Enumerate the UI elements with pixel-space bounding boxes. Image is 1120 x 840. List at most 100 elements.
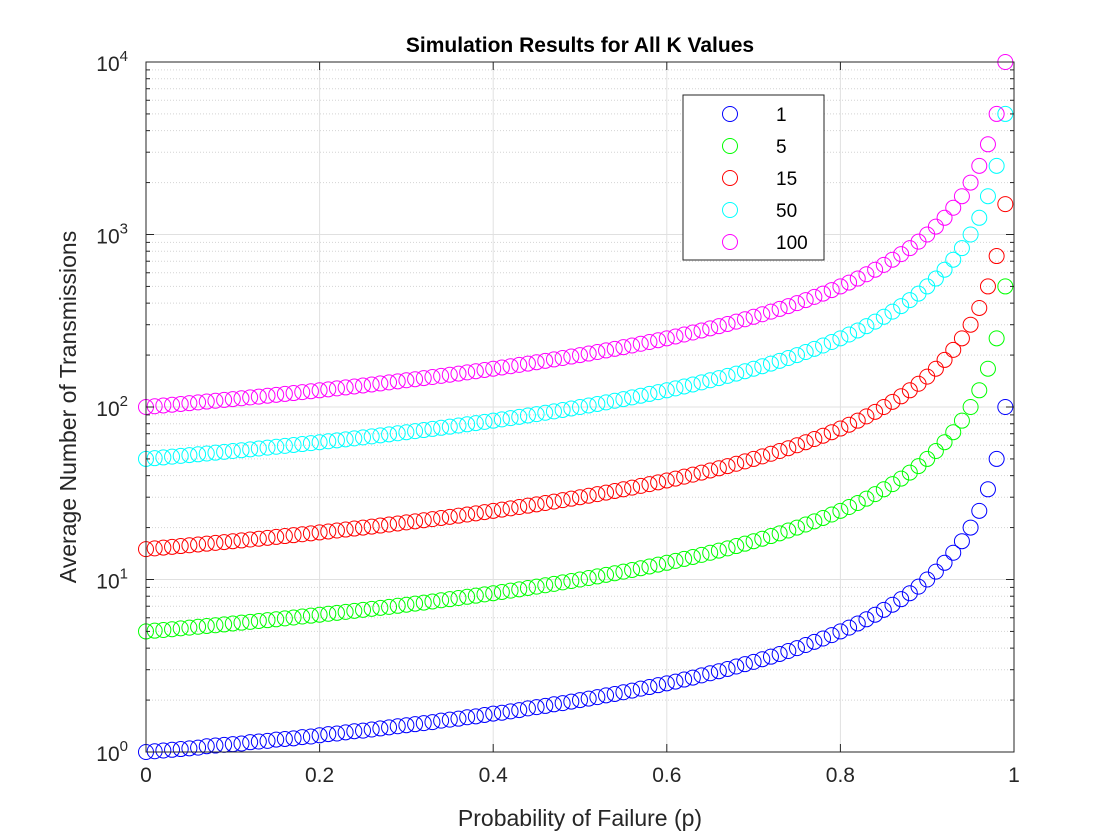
data-point — [789, 437, 805, 454]
data-point — [650, 677, 667, 694]
x-tick-label: 0 — [140, 764, 152, 787]
data-point — [198, 393, 215, 410]
data-point — [389, 515, 406, 532]
data-point — [537, 352, 554, 369]
data-point — [328, 604, 345, 621]
data-point — [381, 598, 398, 615]
data-point — [198, 617, 215, 634]
data-point — [459, 506, 476, 523]
data-point — [398, 372, 415, 389]
data-point — [754, 530, 771, 547]
data-point — [945, 544, 962, 561]
data-point — [146, 540, 163, 557]
data-point — [433, 592, 450, 609]
data-point — [415, 422, 432, 439]
series-100 — [138, 54, 1014, 415]
data-point — [424, 511, 441, 528]
legend-box — [682, 94, 825, 261]
data-point — [190, 618, 207, 635]
data-point — [276, 730, 293, 747]
data-point — [971, 209, 988, 226]
data-point — [172, 447, 189, 464]
data-point — [181, 619, 198, 636]
data-point — [476, 706, 493, 723]
series-50 — [138, 105, 1014, 467]
data-point — [476, 586, 493, 603]
data-point — [346, 430, 363, 447]
data-point — [302, 435, 319, 452]
data-point — [355, 601, 371, 618]
data-point — [242, 613, 259, 630]
data-point — [415, 594, 432, 611]
data-point — [789, 640, 805, 657]
data-point — [606, 482, 623, 499]
data-point — [146, 450, 163, 467]
data-point — [346, 602, 363, 619]
legend-marker — [722, 170, 738, 186]
data-point — [632, 335, 649, 352]
data-point — [927, 443, 944, 460]
data-point — [259, 439, 276, 456]
data-point — [867, 606, 884, 623]
data-point — [259, 387, 276, 404]
data-point — [398, 596, 415, 613]
data-point — [372, 517, 389, 534]
data-point — [962, 316, 979, 333]
y-tick-label: 103 — [96, 221, 128, 249]
legend-marker — [722, 106, 738, 122]
data-point — [424, 420, 441, 437]
data-point — [641, 334, 658, 351]
data-point — [806, 288, 823, 305]
x-tick-label: 0.6 — [652, 764, 681, 787]
data-point — [337, 379, 354, 396]
data-point — [181, 395, 198, 412]
data-point — [250, 530, 267, 547]
data-point — [407, 513, 424, 530]
data-point — [667, 328, 684, 345]
data-point — [511, 702, 528, 719]
data-point — [146, 743, 163, 760]
legend-label: 15 — [776, 169, 797, 190]
data-point — [467, 415, 484, 432]
data-point — [641, 679, 658, 696]
data-point — [624, 479, 641, 496]
data-point — [806, 340, 823, 357]
data-point — [979, 136, 996, 153]
y-tick-label: 101 — [96, 566, 128, 594]
data-point — [893, 388, 910, 405]
data-point — [563, 400, 580, 417]
data-point — [164, 448, 181, 465]
data-point — [320, 726, 337, 743]
data-point — [467, 587, 484, 604]
data-point — [841, 274, 858, 291]
data-point — [658, 675, 675, 692]
data-point — [762, 303, 779, 320]
data-point — [988, 157, 1005, 174]
data-point — [927, 218, 944, 235]
data-point — [875, 308, 892, 325]
data-point — [563, 348, 580, 365]
data-point — [311, 727, 328, 744]
data-point — [823, 506, 840, 523]
data-point — [736, 656, 753, 673]
data-point — [771, 300, 788, 317]
data-point — [181, 447, 198, 464]
data-point — [901, 382, 918, 399]
data-point — [632, 477, 649, 494]
data-point — [624, 561, 641, 578]
data-point — [884, 476, 901, 493]
data-point — [580, 345, 597, 362]
data-point — [901, 240, 918, 257]
data-point — [407, 716, 424, 733]
data-point — [563, 573, 580, 590]
data-point — [841, 619, 858, 636]
data-point — [789, 295, 805, 312]
data-point — [927, 360, 944, 377]
y-axis-label: Average Number of Transmissions — [55, 231, 81, 583]
data-point — [815, 337, 832, 354]
data-point — [459, 364, 476, 381]
data-point — [233, 532, 250, 549]
chart-title: Simulation Results for All K Values — [406, 34, 754, 57]
